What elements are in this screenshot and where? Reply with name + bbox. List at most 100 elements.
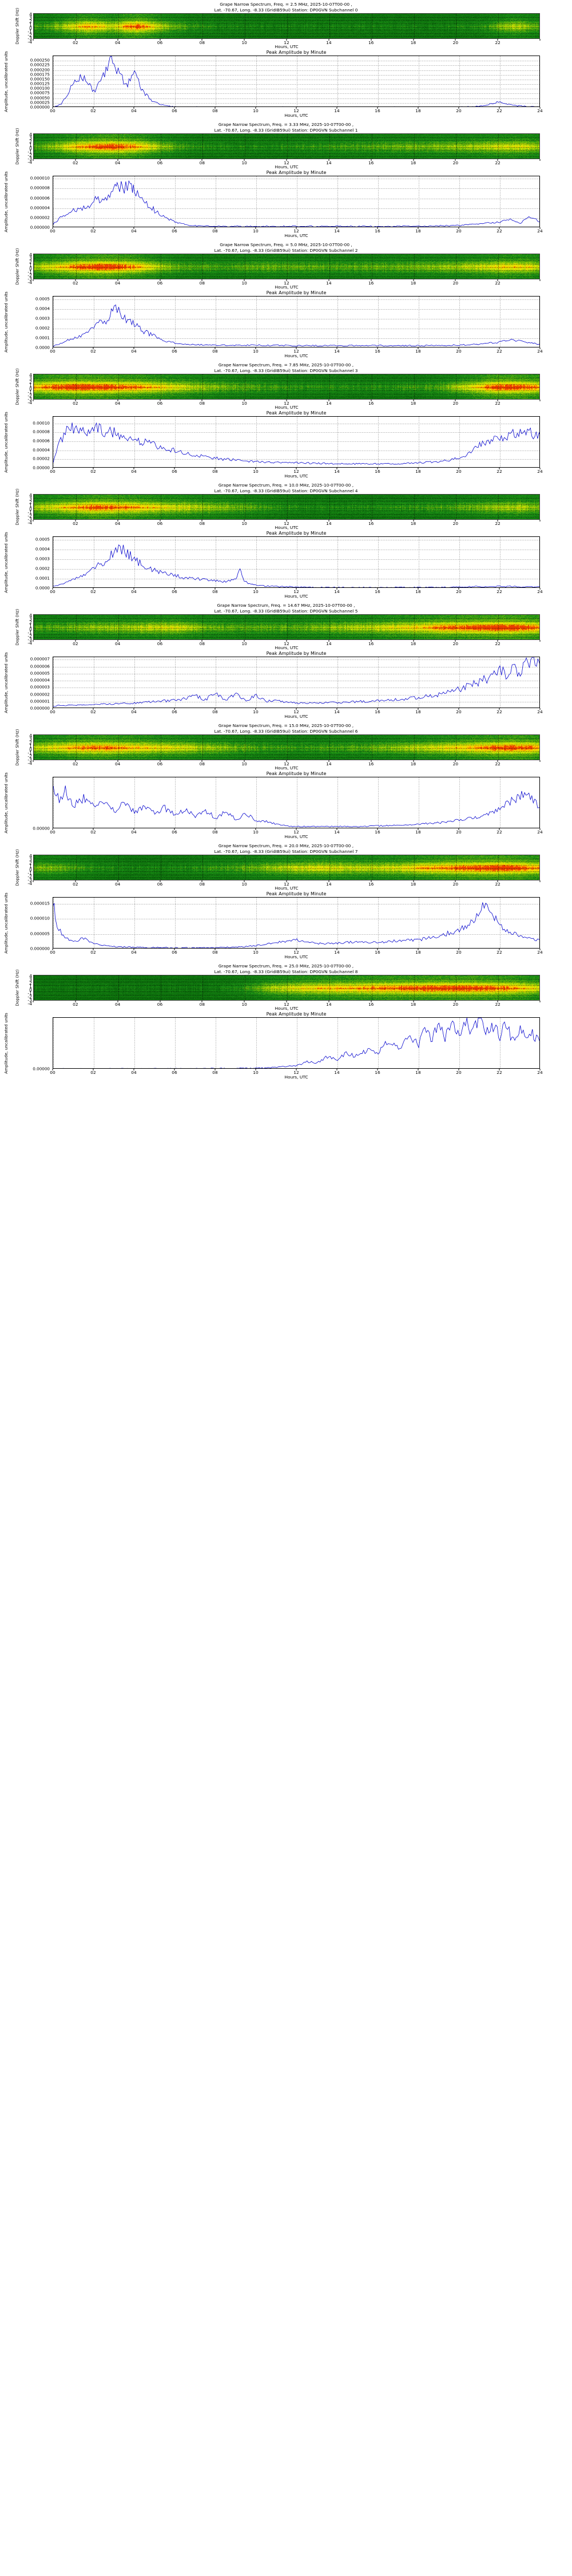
- spectrogram-x-tickmark: [413, 39, 414, 41]
- line-gridline-horizontal: [53, 659, 539, 661]
- spectrogram-plot-area[interactable]: [33, 975, 540, 1001]
- spectrogram-x-tick-label: 18: [410, 882, 416, 887]
- line-gridline-vertical: [378, 777, 379, 828]
- spectrogram-x-tick-label: 08: [199, 160, 205, 165]
- line-x-tickmark: [174, 347, 175, 349]
- spectrogram-x-tickmark: [413, 279, 414, 281]
- spectrogram-plot-area[interactable]: [33, 734, 540, 760]
- line-x-tickmark: [296, 347, 297, 349]
- line-y-tick-label: 0.000006: [30, 663, 50, 669]
- spectrogram-plot-area[interactable]: [33, 254, 540, 279]
- line-chart-plot-area[interactable]: [53, 1017, 540, 1069]
- line-y-tick-label: 0.000175: [30, 72, 50, 77]
- spectrogram-y-axis-label: Doppler Shift (Hz): [14, 368, 20, 405]
- line-gridline-vertical: [337, 176, 338, 227]
- spectrogram-y-ticks: 4 3 2 1 0 -1 -2 -3 -4: [22, 373, 32, 405]
- spectrogram-x-tick-label: 02: [73, 160, 78, 165]
- line-x-axis-label: Hours, UTC: [284, 834, 308, 839]
- spectrogram-title-line1: Grape Narrow Spectrum, Freq. = 5.0 MHz, …: [220, 242, 352, 247]
- line-gridline-horizontal: [53, 93, 539, 94]
- spectrogram-title-line2: Lat. -70.67, Long. -8.33 (GridIB59ui) St…: [214, 969, 358, 974]
- line-y-axis-label: Amplitude, uncalibrated units: [3, 411, 9, 473]
- line-x-tick-label: 16: [375, 469, 380, 474]
- spectrogram-plot-area[interactable]: [33, 374, 540, 400]
- line-x-tick-label: 24: [537, 349, 543, 354]
- line-y-tick-label: 0.000075: [30, 90, 50, 96]
- line-gridline-vertical: [337, 777, 338, 828]
- line-chart-title: Peak Amplitude by Minute: [266, 531, 327, 536]
- spectrogram-x-tick-label: 22: [495, 1002, 500, 1007]
- line-chart-plot-area[interactable]: [53, 296, 540, 347]
- spectrogram-x-tickmark: [244, 279, 245, 281]
- spectrogram-x-tick-label: 22: [495, 401, 500, 406]
- line-x-tickmark: [93, 347, 94, 349]
- spectrogram-y-tick: 2: [29, 139, 32, 144]
- line-x-tick-label: 02: [90, 469, 96, 474]
- spectrogram-title-line1: Grape Narrow Spectrum, Freq. = 15.0 MHz,…: [218, 723, 354, 728]
- spectrogram-x-tick-label: 02: [73, 401, 78, 406]
- line-gridline-vertical: [256, 56, 257, 106]
- line-chart-plot-area[interactable]: [53, 897, 540, 949]
- line-x-tick-label: 14: [334, 589, 340, 594]
- spectrogram-plot-area[interactable]: [33, 133, 540, 159]
- spectrogram-y-tick: 3: [29, 15, 32, 21]
- spectrogram-panel-0: Grape Narrow Spectrum, Freq. = 2.5 MHz, …: [0, 0, 572, 49]
- line-chart-plot-area[interactable]: [53, 176, 540, 227]
- line-x-tick-label: 20: [456, 589, 462, 594]
- spectrogram-x-tickmark: [117, 39, 118, 41]
- line-y-tick-label: 0.000200: [30, 67, 50, 73]
- spectrogram-x-tickmark: [75, 520, 76, 521]
- line-x-tickmark: [539, 708, 541, 710]
- spectrogram-x-tick-label: 02: [73, 280, 78, 286]
- spectrogram-plot-area[interactable]: [33, 855, 540, 880]
- spectrogram-plot-area[interactable]: [33, 614, 540, 640]
- line-chart-plot-area[interactable]: [53, 416, 540, 468]
- line-gridline-vertical: [378, 537, 379, 587]
- line-x-tick-label: 18: [415, 108, 421, 113]
- line-y-axis-label: Amplitude, uncalibrated units: [3, 892, 9, 954]
- spectrogram-x-ticks: 02 04 06 08 10 12 14 16 18 20 22: [33, 640, 541, 646]
- line-gridline-vertical: [459, 777, 460, 828]
- spectrogram-y-tick: -4: [27, 761, 32, 766]
- line-x-tick-label: 22: [496, 228, 502, 234]
- line-x-tick-label: 22: [496, 950, 502, 955]
- line-y-tick-label: 0.000050: [30, 95, 50, 101]
- spectrogram-y-tick: -4: [27, 160, 32, 165]
- spectrogram-y-tick: -4: [27, 881, 32, 886]
- spectrogram-x-tickmark: [328, 880, 329, 882]
- line-chart-plot-area[interactable]: [53, 56, 540, 107]
- spectrogram-y-tick: 2: [29, 259, 32, 264]
- spectrogram-x-axis-label: Hours, UTC: [275, 1006, 299, 1011]
- line-chart-plot-area[interactable]: [53, 536, 540, 588]
- line-gridline-horizontal: [53, 569, 539, 570]
- spectrogram-plot-area[interactable]: [33, 494, 540, 520]
- line-x-tickmark: [296, 468, 297, 469]
- spectrogram-x-tick-label: 04: [114, 521, 121, 526]
- line-y-tick-label: 0.000004: [30, 677, 50, 683]
- line-gridline-horizontal: [53, 74, 539, 76]
- line-x-tick-label: 06: [172, 349, 177, 354]
- spectrogram-x-tick-label: 12: [284, 521, 289, 526]
- spectrogram-y-ticks: 4 3 2 1 0 -1 -2 -3 -4: [22, 614, 32, 646]
- spectrogram-y-ticks: 4 3 2 1 0 -1 -2 -3 -4: [22, 734, 32, 766]
- peak-amplitude-panel-3: Peak Amplitude by Minute Amplitude, uncal…: [0, 409, 572, 481]
- spectrogram-title: Grape Narrow Spectrum, Freq. = 25.0 MHz,…: [0, 962, 572, 975]
- line-x-tickmark: [539, 949, 541, 950]
- line-x-tickmark: [214, 588, 216, 590]
- line-gridline-vertical: [175, 898, 176, 948]
- spectrogram-y-tick: 1: [29, 864, 32, 869]
- spectrogram-x-axis-label: Hours, UTC: [275, 285, 299, 290]
- spectrogram-y-tick: -1: [27, 29, 32, 34]
- line-x-tick-label: 14: [334, 1070, 340, 1075]
- spectrogram-y-tick: 0: [29, 747, 32, 752]
- line-chart-plot-area[interactable]: [53, 777, 540, 828]
- spectrogram-plot-area[interactable]: [33, 13, 540, 39]
- spectrogram-x-tick-label: 18: [410, 761, 416, 767]
- spectrogram-y-ticks: 4 3 2 1 0 -1 -2 -3 -4: [22, 493, 32, 526]
- spectrogram-y-tick: 0: [29, 266, 32, 271]
- spectrogram-y-tick: 2: [29, 380, 32, 385]
- line-chart-plot-area[interactable]: [53, 657, 540, 708]
- line-gridline-vertical: [256, 657, 257, 708]
- spectrogram-x-ticks: 02 04 06 08 10 12 14 16 18 20 22: [33, 760, 541, 767]
- line-x-tick-label: 02: [90, 1070, 96, 1075]
